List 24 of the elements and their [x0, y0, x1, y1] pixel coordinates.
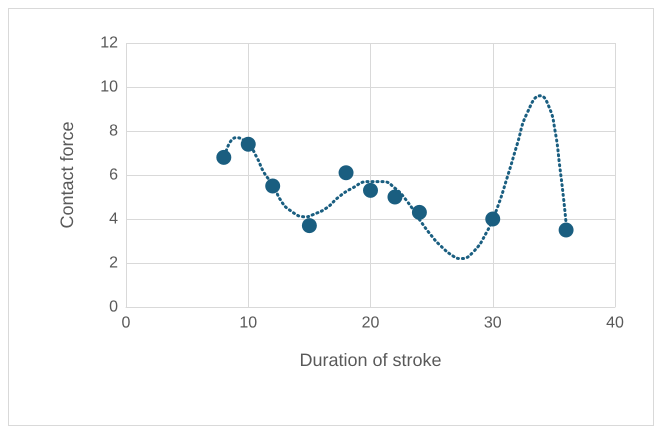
- point: [302, 218, 317, 234]
- x-tick-label: 40: [606, 314, 624, 332]
- point: [412, 204, 427, 220]
- y-tick-label: 12: [100, 34, 118, 52]
- point: [265, 178, 280, 194]
- point: [216, 150, 232, 165]
- x-axis-title: Duration of stroke: [299, 350, 442, 370]
- y-axis-title: Contact force: [57, 121, 77, 229]
- y-tick-label: 2: [109, 254, 118, 272]
- x-tick-label: 10: [239, 314, 258, 332]
- x-tick-label: 30: [484, 314, 502, 332]
- point: [485, 212, 500, 226]
- point: [338, 165, 354, 180]
- x-tick-label: 20: [362, 314, 380, 332]
- point: [240, 136, 256, 152]
- y-tick-label: 6: [109, 166, 118, 184]
- point: [558, 222, 574, 238]
- y-tick-label: 0: [109, 298, 118, 316]
- point: [363, 182, 378, 198]
- y-tick-label: 4: [109, 210, 118, 228]
- point: [387, 190, 402, 204]
- x-tick-label: 0: [122, 314, 131, 332]
- y-tick-label: 8: [109, 122, 118, 140]
- y-tick-label: 10: [100, 78, 118, 96]
